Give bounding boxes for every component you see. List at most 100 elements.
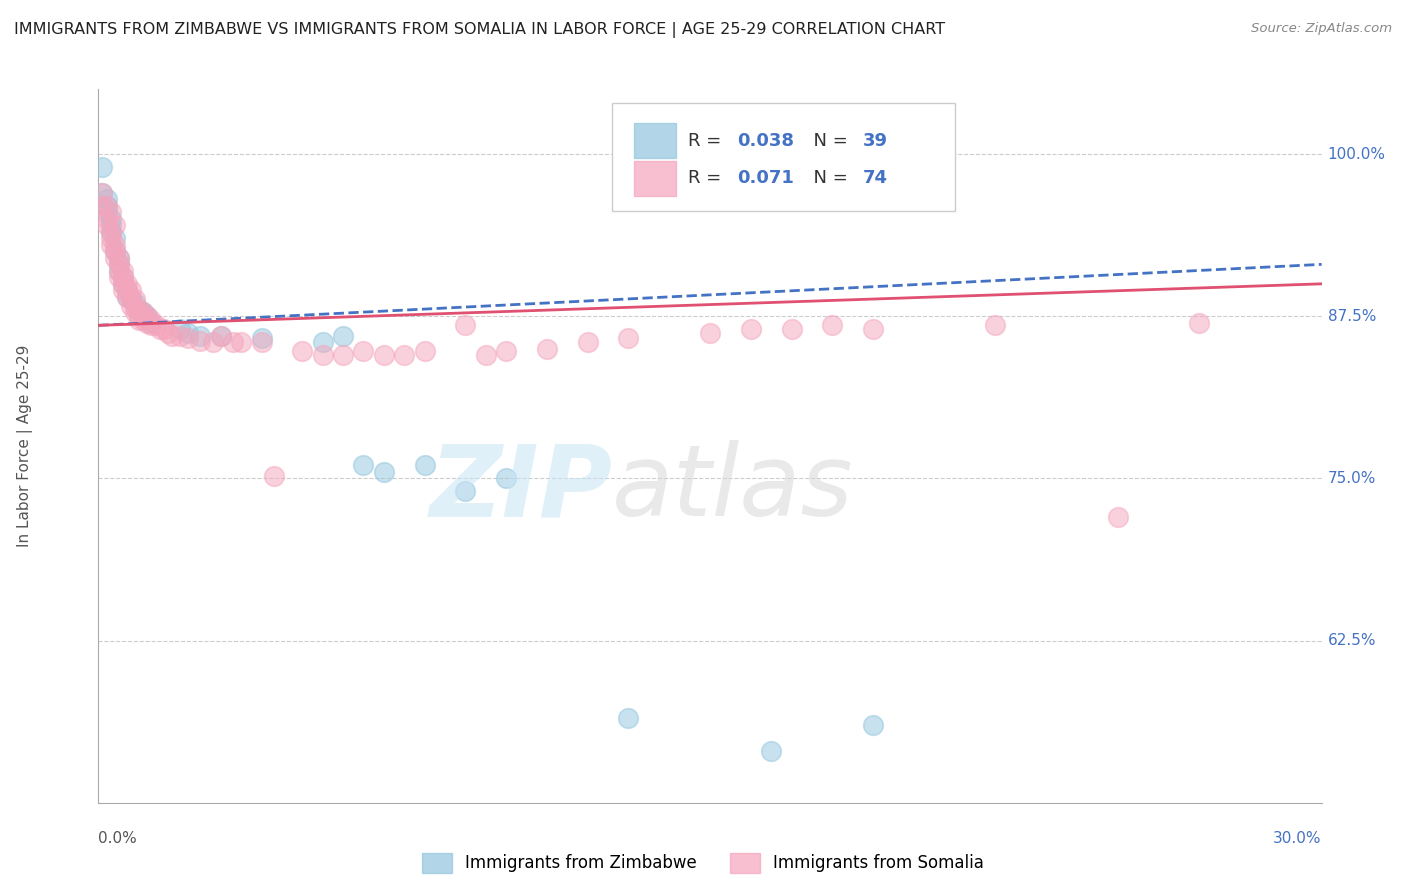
Text: N =: N = [801, 132, 853, 150]
Point [699, 326, 721, 340]
Point [160, 328, 183, 343]
Point [145, 318, 167, 333]
Point [156, 326, 179, 340]
Point [96, 205, 118, 219]
Point [474, 348, 498, 362]
Text: atlas: atlas [612, 441, 853, 537]
Point [108, 270, 131, 285]
Point [104, 244, 127, 259]
Point [312, 348, 335, 362]
Point [104, 251, 127, 265]
Point [413, 344, 436, 359]
Point [91, 199, 114, 213]
Point [454, 318, 477, 333]
Point [188, 334, 212, 348]
Point [392, 348, 416, 362]
Text: 0.0%: 0.0% [98, 831, 138, 847]
Point [132, 305, 155, 319]
Point [312, 335, 335, 350]
Text: 0.038: 0.038 [737, 132, 794, 150]
Point [111, 264, 134, 278]
Point [136, 316, 159, 330]
Legend: Immigrants from Zimbabwe, Immigrants from Somalia: Immigrants from Zimbabwe, Immigrants fro… [415, 847, 991, 880]
Point [209, 328, 232, 343]
Point [291, 344, 314, 359]
Point [761, 744, 783, 758]
Point [128, 302, 150, 317]
Point [617, 711, 640, 725]
Point [495, 344, 517, 359]
Point [1107, 510, 1129, 524]
Text: 100.0%: 100.0% [1327, 146, 1386, 161]
Point [177, 326, 200, 340]
Text: 74: 74 [863, 169, 889, 187]
Text: ZIP: ZIP [429, 441, 612, 537]
Point [108, 251, 131, 265]
Point [169, 322, 191, 336]
Point [169, 328, 191, 343]
Point [91, 186, 114, 200]
Point [141, 316, 163, 330]
Text: 62.5%: 62.5% [1327, 633, 1376, 648]
Point [111, 277, 134, 291]
Point [124, 305, 146, 319]
Text: IMMIGRANTS FROM ZIMBABWE VS IMMIGRANTS FROM SOMALIA IN LABOR FORCE | AGE 25-29 C: IMMIGRANTS FROM ZIMBABWE VS IMMIGRANTS F… [14, 22, 945, 38]
Point [111, 283, 134, 297]
Point [96, 211, 118, 226]
Point [250, 331, 273, 345]
FancyBboxPatch shape [634, 161, 676, 196]
Point [454, 484, 477, 499]
Point [576, 335, 599, 350]
Point [124, 300, 146, 314]
Point [152, 322, 174, 336]
Point [128, 308, 150, 322]
Point [124, 296, 146, 310]
Point [108, 264, 131, 278]
Point [120, 293, 142, 307]
Text: R =: R = [688, 132, 733, 150]
Point [96, 199, 118, 213]
Point [128, 302, 150, 317]
Point [115, 283, 138, 297]
Point [96, 193, 118, 207]
Point [108, 264, 131, 278]
Point [104, 231, 127, 245]
Point [120, 299, 142, 313]
Point [96, 199, 118, 213]
Point [100, 225, 122, 239]
Point [128, 302, 150, 317]
Point [128, 313, 150, 327]
Point [100, 219, 122, 233]
Point [115, 277, 138, 291]
Point [136, 310, 159, 324]
Point [104, 244, 127, 259]
Point [91, 186, 114, 200]
Point [100, 231, 122, 245]
Point [100, 238, 122, 252]
Point [120, 283, 142, 297]
Text: 30.0%: 30.0% [1274, 831, 1322, 847]
Point [141, 313, 163, 327]
Point [100, 205, 122, 219]
Text: In Labor Force | Age 25-29: In Labor Force | Age 25-29 [17, 345, 32, 547]
Point [120, 293, 142, 307]
Point [188, 328, 212, 343]
Point [231, 335, 253, 350]
Point [100, 225, 122, 239]
Point [108, 257, 131, 271]
Point [108, 251, 131, 265]
Point [100, 211, 122, 226]
Point [149, 322, 172, 336]
Point [104, 238, 127, 252]
Point [413, 458, 436, 473]
Point [352, 344, 374, 359]
Text: R =: R = [688, 169, 733, 187]
Point [115, 283, 138, 297]
FancyBboxPatch shape [634, 123, 676, 159]
Point [536, 342, 558, 356]
Point [332, 348, 354, 362]
Point [209, 328, 232, 343]
Point [108, 257, 131, 271]
Text: 87.5%: 87.5% [1327, 309, 1376, 324]
Text: Source: ZipAtlas.com: Source: ZipAtlas.com [1251, 22, 1392, 36]
